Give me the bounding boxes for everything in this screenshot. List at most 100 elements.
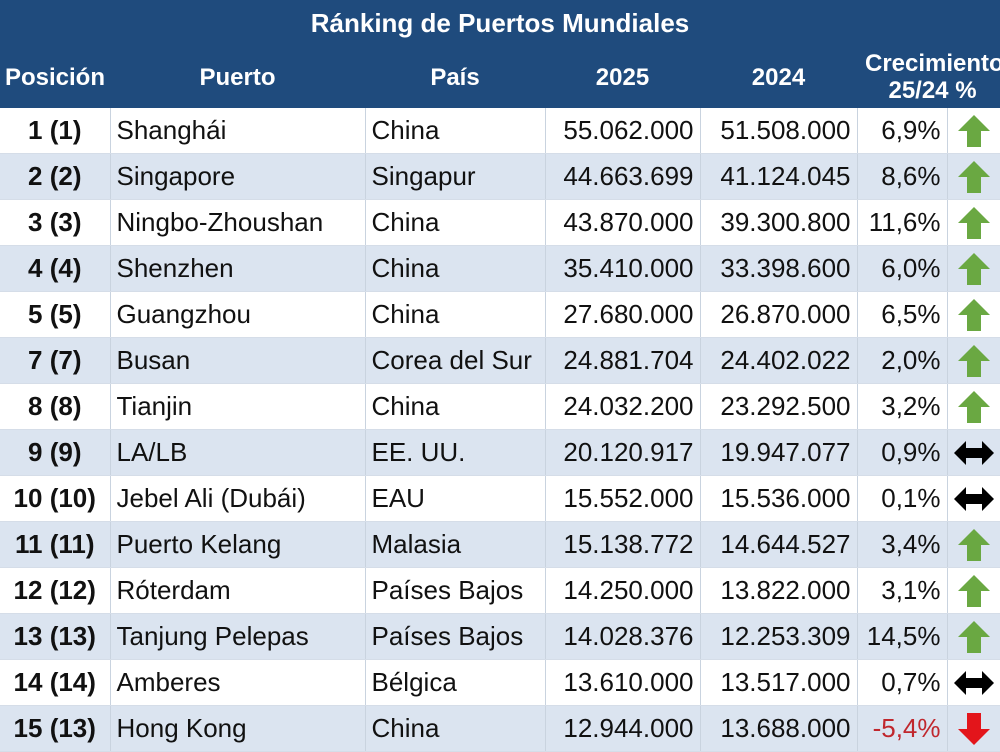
cell-trend <box>947 246 1000 292</box>
cell-trend <box>947 614 1000 660</box>
cell-2024: 15.536.000 <box>700 476 857 522</box>
header-2024: 2024 <box>700 46 857 108</box>
cell-port: Róterdam <box>110 568 365 614</box>
cell-country: China <box>365 200 545 246</box>
cell-position: 5 (5) <box>0 292 110 338</box>
up-arrow-icon <box>948 528 1000 562</box>
cell-trend <box>947 292 1000 338</box>
cell-2025: 15.552.000 <box>545 476 700 522</box>
cell-growth: 0,1% <box>857 476 947 522</box>
cell-trend <box>947 476 1000 522</box>
cell-2025: 44.663.699 <box>545 154 700 200</box>
table-title: Ránking de Puertos Mundiales <box>0 0 1000 46</box>
cell-growth: 14,5% <box>857 614 947 660</box>
cell-2025: 55.062.000 <box>545 108 700 154</box>
header-2025: 2025 <box>545 46 700 108</box>
cell-2024: 51.508.000 <box>700 108 857 154</box>
cell-trend <box>947 706 1000 752</box>
cell-port: LA/LB <box>110 430 365 476</box>
cell-country: Corea del Sur <box>365 338 545 384</box>
cell-port: Singapore <box>110 154 365 200</box>
cell-trend <box>947 200 1000 246</box>
cell-port: Puerto Kelang <box>110 522 365 568</box>
cell-position: 1 (1) <box>0 108 110 154</box>
cell-growth: 3,2% <box>857 384 947 430</box>
cell-2025: 24.881.704 <box>545 338 700 384</box>
up-arrow-icon <box>948 344 1000 378</box>
cell-trend <box>947 568 1000 614</box>
cell-2024: 13.688.000 <box>700 706 857 752</box>
cell-2025: 24.032.200 <box>545 384 700 430</box>
cell-position: 12 (12) <box>0 568 110 614</box>
cell-position: 3 (3) <box>0 200 110 246</box>
up-arrow-icon <box>948 160 1000 194</box>
cell-position: 7 (7) <box>0 338 110 384</box>
cell-port: Hong Kong <box>110 706 365 752</box>
cell-2024: 14.644.527 <box>700 522 857 568</box>
cell-2025: 14.250.000 <box>545 568 700 614</box>
cell-2024: 19.947.077 <box>700 430 857 476</box>
up-arrow-icon <box>948 390 1000 424</box>
cell-growth: 0,7% <box>857 660 947 706</box>
up-arrow-icon <box>948 574 1000 608</box>
cell-port: Guangzhou <box>110 292 365 338</box>
cell-position: 8 (8) <box>0 384 110 430</box>
up-arrow-icon <box>948 298 1000 332</box>
cell-country: Países Bajos <box>365 614 545 660</box>
cell-2025: 27.680.000 <box>545 292 700 338</box>
cell-growth: 0,9% <box>857 430 947 476</box>
cell-trend <box>947 384 1000 430</box>
cell-port: Jebel Ali (Dubái) <box>110 476 365 522</box>
cell-country: China <box>365 706 545 752</box>
cell-2024: 13.822.000 <box>700 568 857 614</box>
cell-2024: 39.300.800 <box>700 200 857 246</box>
cell-growth: 3,1% <box>857 568 947 614</box>
header-growth: Crecimiento 25/24 % <box>857 46 1000 108</box>
cell-country: Países Bajos <box>365 568 545 614</box>
cell-position: 9 (9) <box>0 430 110 476</box>
cell-2024: 26.870.000 <box>700 292 857 338</box>
up-arrow-icon <box>948 252 1000 286</box>
cell-trend <box>947 430 1000 476</box>
cell-country: China <box>365 108 545 154</box>
cell-port: Shanghái <box>110 108 365 154</box>
cell-trend <box>947 522 1000 568</box>
cell-2024: 24.402.022 <box>700 338 857 384</box>
cell-2025: 15.138.772 <box>545 522 700 568</box>
cell-position: 13 (13) <box>0 614 110 660</box>
left-right-arrow-icon <box>948 670 1000 696</box>
cell-position: 2 (2) <box>0 154 110 200</box>
up-arrow-icon <box>948 206 1000 240</box>
cell-2024: 33.398.600 <box>700 246 857 292</box>
cell-port: Shenzhen <box>110 246 365 292</box>
ports-ranking-table: Posición Puerto País 2025 2024 Crecimien… <box>0 46 1000 752</box>
cell-trend <box>947 338 1000 384</box>
cell-2024: 41.124.045 <box>700 154 857 200</box>
cell-growth: -5,4% <box>857 706 947 752</box>
cell-2025: 43.870.000 <box>545 200 700 246</box>
left-right-arrow-icon <box>948 440 1000 466</box>
up-arrow-icon <box>948 620 1000 654</box>
cell-trend <box>947 108 1000 154</box>
cell-country: EAU <box>365 476 545 522</box>
cell-growth: 6,9% <box>857 108 947 154</box>
cell-country: China <box>365 246 545 292</box>
cell-position: 14 (14) <box>0 660 110 706</box>
header-growth-line2: 25/24 % <box>865 77 1000 104</box>
cell-position: 10 (10) <box>0 476 110 522</box>
cell-position: 11 (11) <box>0 522 110 568</box>
cell-position: 15 (13) <box>0 706 110 752</box>
